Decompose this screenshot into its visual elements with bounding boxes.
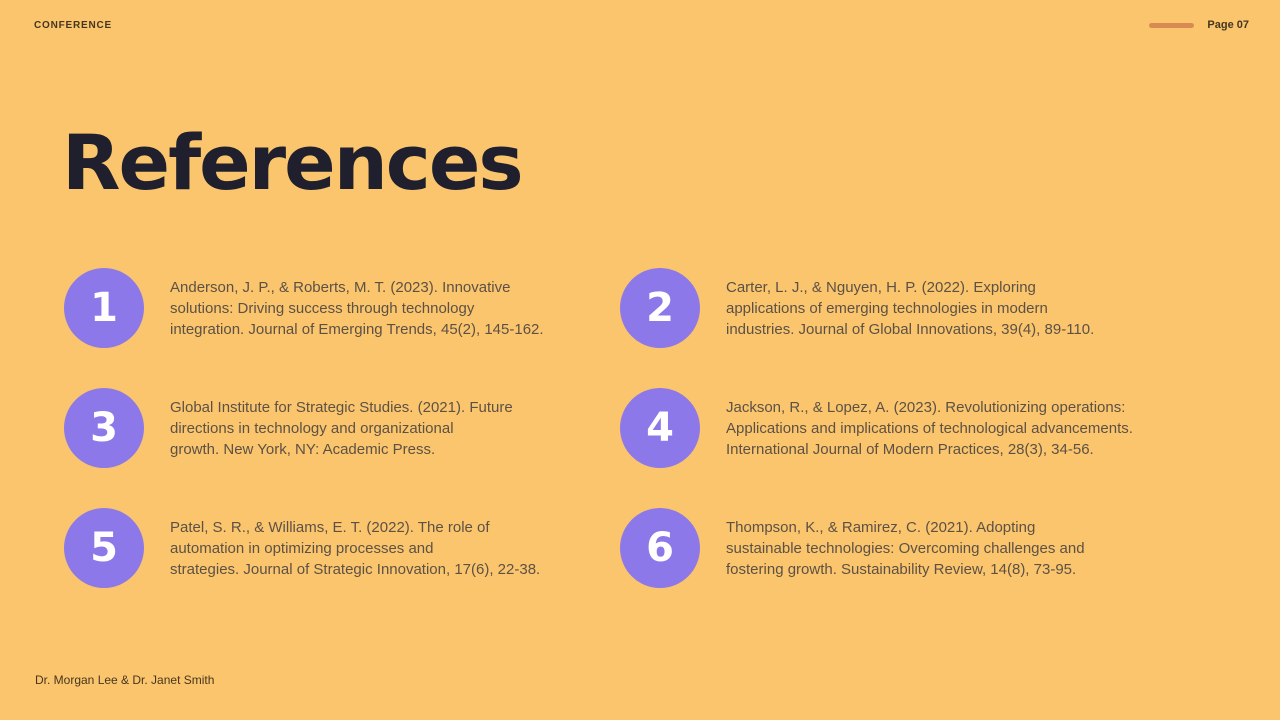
- references-grid: 1 Anderson, J. P., & Roberts, M. T. (202…: [64, 268, 1216, 588]
- citation-line: Applications and implications of technol…: [726, 419, 1133, 437]
- page-number-label: Page 07: [1207, 19, 1249, 31]
- reference-citation: Patel, S. R., & Williams, E. T. (2022). …: [170, 517, 540, 580]
- reference-number-badge: 6: [620, 508, 700, 588]
- page-title: References: [62, 118, 524, 207]
- reference-number-badge: 3: [64, 388, 144, 468]
- reference-item-4: 4 Jackson, R., & Lopez, A. (2023). Revol…: [620, 388, 1216, 468]
- citation-line: automation in optimizing processes and: [170, 539, 434, 557]
- conference-label: CONFERENCE: [34, 20, 113, 31]
- reference-number: 1: [90, 285, 118, 331]
- citation-line: sustainable technologies: Overcoming cha…: [726, 539, 1085, 557]
- reference-number: 3: [90, 405, 118, 451]
- citation-line: Patel, S. R., & Williams, E. T. (2022). …: [170, 518, 490, 536]
- citation-line: Global Institute for Strategic Studies. …: [170, 398, 513, 416]
- citation-line: International Journal of Modern Practice…: [726, 440, 1094, 458]
- reference-citation: Thompson, K., & Ramirez, C. (2021). Adop…: [726, 517, 1085, 580]
- reference-number-badge: 2: [620, 268, 700, 348]
- reference-number-badge: 4: [620, 388, 700, 468]
- citation-line: Carter, L. J., & Nguyen, H. P. (2022). E…: [726, 278, 1036, 296]
- citation-line: integration. Journal of Emerging Trends,…: [170, 320, 544, 338]
- citation-line: solutions: Driving success through techn…: [170, 299, 475, 317]
- reference-number-badge: 1: [64, 268, 144, 348]
- citation-line: strategies. Journal of Strategic Innovat…: [170, 560, 541, 578]
- reference-number: 4: [646, 405, 674, 451]
- reference-item-3: 3 Global Institute for Strategic Studies…: [64, 388, 620, 468]
- reference-number: 6: [646, 525, 674, 571]
- citation-line: growth. New York, NY: Academic Press.: [170, 440, 436, 458]
- citation-line: fostering growth. Sustainability Review,…: [726, 560, 1077, 578]
- reference-item-1: 1 Anderson, J. P., & Roberts, M. T. (202…: [64, 268, 620, 348]
- citation-line: Anderson, J. P., & Roberts, M. T. (2023)…: [170, 278, 511, 296]
- page-indicator: Page 07: [1149, 19, 1249, 31]
- reference-citation: Anderson, J. P., & Roberts, M. T. (2023)…: [170, 277, 544, 340]
- reference-citation: Jackson, R., & Lopez, A. (2023). Revolut…: [726, 397, 1133, 460]
- citation-line: directions in technology and organizatio…: [170, 419, 454, 437]
- reference-number: 2: [646, 285, 674, 331]
- reference-number-badge: 5: [64, 508, 144, 588]
- reference-item-5: 5 Patel, S. R., & Williams, E. T. (2022)…: [64, 508, 620, 588]
- reference-number: 5: [90, 525, 118, 571]
- reference-item-2: 2 Carter, L. J., & Nguyen, H. P. (2022).…: [620, 268, 1216, 348]
- reference-citation: Carter, L. J., & Nguyen, H. P. (2022). E…: [726, 277, 1094, 340]
- reference-citation: Global Institute for Strategic Studies. …: [170, 397, 513, 460]
- reference-item-6: 6 Thompson, K., & Ramirez, C. (2021). Ad…: [620, 508, 1216, 588]
- accent-line: [1149, 22, 1195, 28]
- citation-line: Jackson, R., & Lopez, A. (2023). Revolut…: [726, 398, 1126, 416]
- citation-line: industries. Journal of Global Innovation…: [726, 320, 1095, 338]
- citation-line: Thompson, K., & Ramirez, C. (2021). Adop…: [726, 518, 1036, 536]
- citation-line: applications of emerging technologies in…: [726, 299, 1048, 317]
- authors-credit: Dr. Morgan Lee & Dr. Janet Smith: [35, 673, 215, 687]
